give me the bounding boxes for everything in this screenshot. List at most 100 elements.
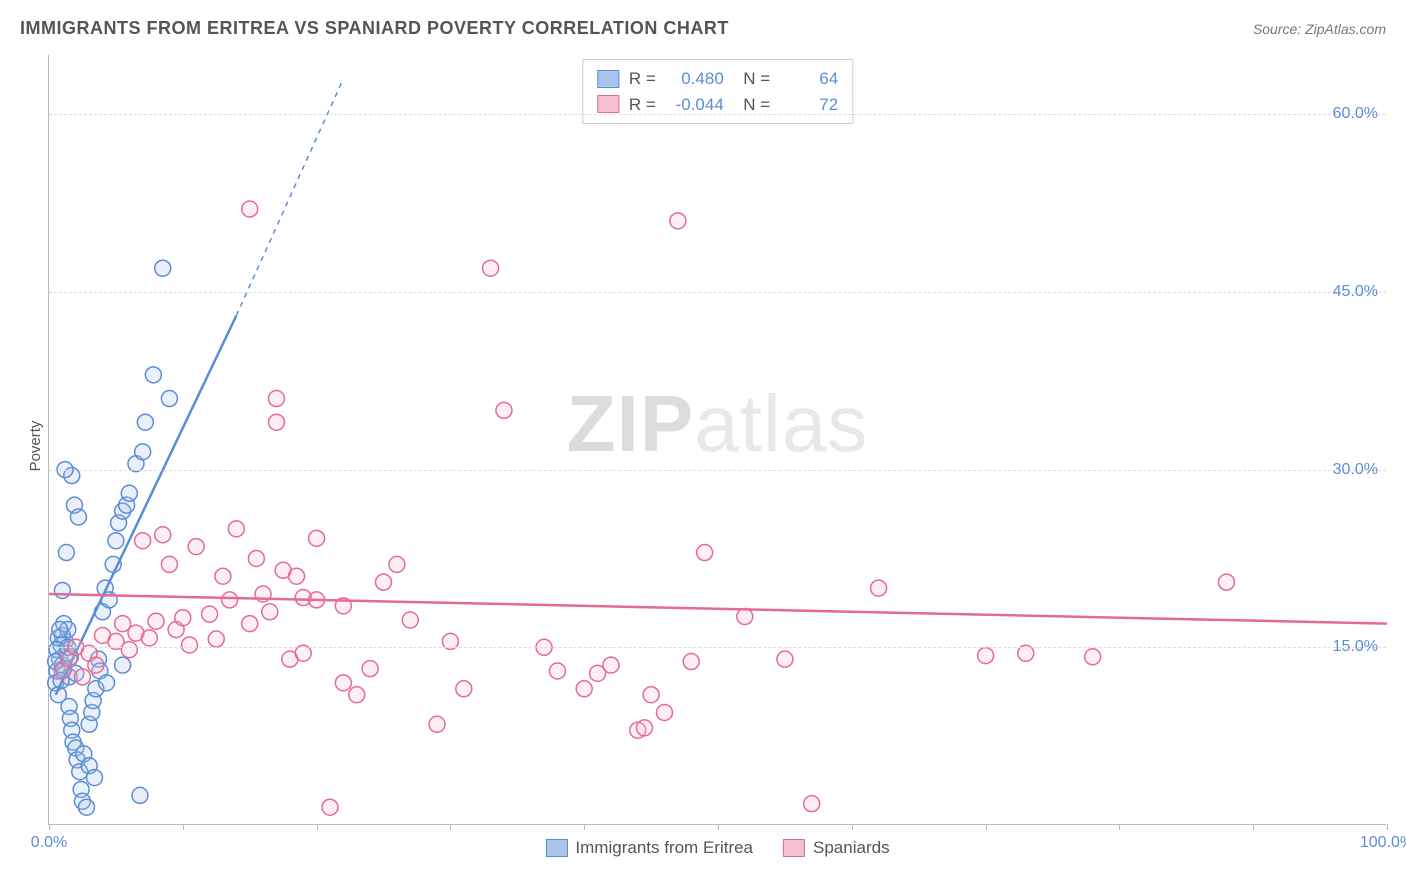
x-tick-mark <box>1119 824 1120 830</box>
data-point <box>155 260 171 276</box>
legend-swatch <box>597 70 619 88</box>
data-point <box>137 414 153 430</box>
data-point <box>322 799 338 815</box>
y-tick-label: 60.0% <box>1333 105 1378 123</box>
gridline <box>49 114 1386 115</box>
data-point <box>376 574 392 590</box>
source-label: Source: ZipAtlas.com <box>1253 21 1386 37</box>
data-point <box>496 402 512 418</box>
data-point <box>871 580 887 596</box>
legend-row: R = -0.044 N = 72 <box>597 92 838 118</box>
legend-swatch <box>545 839 567 857</box>
n-label: N = <box>734 66 770 92</box>
data-point <box>262 604 278 620</box>
data-point <box>188 539 204 555</box>
n-value: 72 <box>780 92 838 118</box>
legend-label: Immigrants from Eritrea <box>575 838 753 858</box>
data-point <box>141 630 157 646</box>
data-point <box>121 485 137 501</box>
data-point <box>58 545 74 561</box>
gridline <box>49 292 1386 293</box>
data-point <box>215 568 231 584</box>
gridline <box>49 647 1386 648</box>
r-value: -0.044 <box>666 92 724 118</box>
legend-row: R =0.480 N =64 <box>597 66 838 92</box>
data-point <box>52 622 68 638</box>
x-tick-mark <box>49 824 50 830</box>
data-point <box>242 201 258 217</box>
data-point <box>777 651 793 667</box>
data-point <box>145 367 161 383</box>
data-point <box>78 799 94 815</box>
data-point <box>549 663 565 679</box>
y-tick-label: 30.0% <box>1333 461 1378 479</box>
data-point <box>268 391 284 407</box>
data-point <box>121 642 137 658</box>
data-point <box>429 716 445 732</box>
data-point <box>115 657 131 673</box>
r-label: R = <box>629 66 656 92</box>
data-point <box>804 796 820 812</box>
chart-title: IMMIGRANTS FROM ERITREA VS SPANIARD POVE… <box>20 18 729 39</box>
chart-plot-area: ZIPatlas R =0.480 N =64R =-0.044 N =72 I… <box>48 55 1386 825</box>
data-point <box>155 527 171 543</box>
data-point <box>135 533 151 549</box>
y-axis-label: Poverty <box>27 421 44 472</box>
data-point <box>1085 649 1101 665</box>
n-label: N = <box>734 92 770 118</box>
data-point <box>86 770 102 786</box>
data-point <box>108 533 124 549</box>
data-point <box>222 592 238 608</box>
gridline <box>49 470 1386 471</box>
x-tick-label: 0.0% <box>31 834 67 852</box>
r-label: R = <box>629 92 656 118</box>
data-point <box>242 616 258 632</box>
data-point <box>576 681 592 697</box>
data-point <box>402 612 418 628</box>
data-point <box>456 681 472 697</box>
data-point <box>148 613 164 629</box>
data-point <box>208 631 224 647</box>
data-point <box>54 582 70 598</box>
r-value: 0.480 <box>666 66 724 92</box>
x-tick-mark <box>450 824 451 830</box>
data-point <box>268 414 284 430</box>
data-point <box>670 213 686 229</box>
y-tick-label: 45.0% <box>1333 283 1378 301</box>
data-point <box>248 550 264 566</box>
data-point <box>978 648 994 664</box>
data-point <box>737 609 753 625</box>
data-point <box>289 568 305 584</box>
data-point <box>483 260 499 276</box>
data-point <box>74 669 90 685</box>
chart-header: IMMIGRANTS FROM ERITREA VS SPANIARD POVE… <box>20 18 1386 39</box>
data-point <box>132 787 148 803</box>
x-tick-mark <box>1253 824 1254 830</box>
data-point <box>228 521 244 537</box>
data-point <box>99 675 115 691</box>
data-point <box>175 610 191 626</box>
legend-label: Spaniards <box>813 838 890 858</box>
y-tick-label: 15.0% <box>1333 638 1378 656</box>
data-point <box>202 606 218 622</box>
x-tick-mark <box>584 824 585 830</box>
data-point <box>362 661 378 677</box>
data-point <box>70 509 86 525</box>
data-point <box>349 687 365 703</box>
legend-item: Immigrants from Eritrea <box>545 838 753 858</box>
data-point <box>1218 574 1234 590</box>
data-point <box>335 675 351 691</box>
data-point <box>697 545 713 561</box>
legend-item: Spaniards <box>783 838 890 858</box>
series-legend: Immigrants from Eritrea Spaniards <box>545 838 889 858</box>
data-point <box>683 654 699 670</box>
x-tick-mark <box>1387 824 1388 830</box>
data-point <box>309 530 325 546</box>
legend-swatch <box>783 839 805 857</box>
x-tick-mark <box>317 824 318 830</box>
data-point <box>603 657 619 673</box>
data-point <box>636 720 652 736</box>
x-tick-mark <box>183 824 184 830</box>
data-point <box>161 391 177 407</box>
x-tick-mark <box>852 824 853 830</box>
